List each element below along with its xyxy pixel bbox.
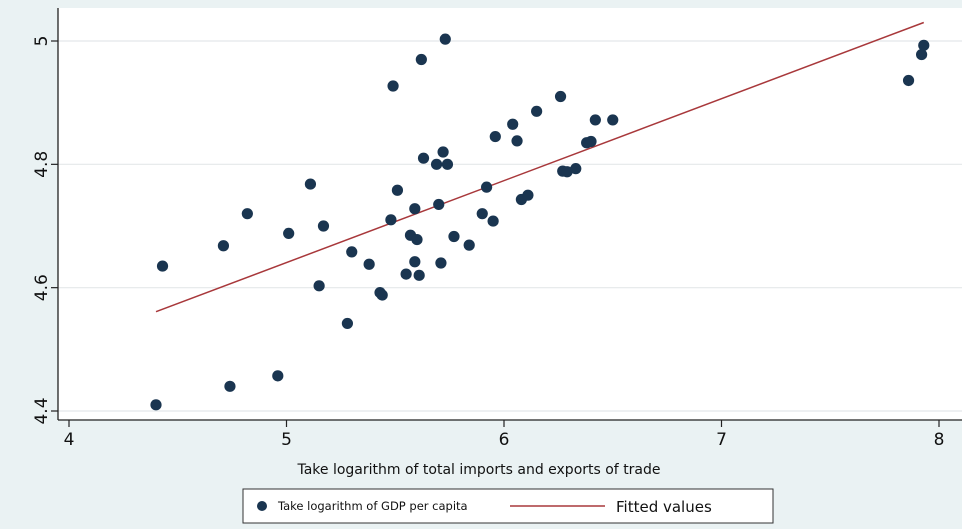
data-point (522, 189, 534, 201)
data-point (435, 257, 447, 269)
data-point (283, 227, 295, 239)
data-point (413, 269, 425, 281)
data-point (409, 203, 421, 215)
data-point (507, 118, 519, 130)
data-point (341, 317, 353, 330)
data-point (511, 135, 523, 147)
data-point (916, 48, 928, 61)
data-point (570, 163, 582, 175)
y-tick-label: 4.8 (32, 151, 52, 178)
legend-label-gdp: Take logarithm of GDP per capita (277, 499, 468, 513)
legend-box (242, 488, 774, 524)
data-point (156, 260, 169, 272)
data-point (409, 256, 421, 268)
data-point (463, 239, 475, 251)
data-point (918, 39, 930, 51)
data-point (607, 114, 619, 126)
y-ticks: 4.4 4.6 4.8 5 (32, 36, 58, 425)
x-axis-title: Take logarithm of total imports and expo… (296, 462, 660, 478)
y-tick-label: 4.4 (32, 397, 52, 424)
data-point (417, 152, 430, 164)
plot-area (58, 8, 962, 420)
data-point (489, 130, 501, 143)
data-point (313, 280, 325, 292)
y-tick-label: 4.6 (32, 274, 52, 301)
data-point (476, 208, 488, 220)
data-point (902, 74, 915, 87)
data-point (441, 158, 454, 170)
data-point (241, 208, 253, 220)
data-point (415, 53, 427, 66)
data-point (589, 114, 601, 126)
data-point (481, 181, 493, 193)
data-point (217, 240, 230, 252)
data-point (304, 178, 317, 190)
data-point (531, 105, 543, 117)
data-point (391, 184, 404, 196)
data-point (433, 198, 445, 211)
x-tick-label: 8 (934, 430, 945, 450)
data-point (224, 380, 236, 392)
data-point (585, 135, 597, 148)
gridlines (58, 40, 962, 412)
x-tick-label: 7 (716, 430, 727, 450)
data-point (150, 399, 162, 411)
legend-label-fitted: Fitted values (616, 498, 712, 516)
data-point (363, 258, 375, 270)
data-point (448, 230, 460, 243)
fitted-line (155, 21, 925, 313)
data-point (346, 246, 358, 258)
x-tick-label: 5 (281, 430, 292, 450)
x-tick-label: 6 (499, 430, 510, 450)
data-point (437, 146, 449, 158)
data-point (554, 90, 567, 103)
data-point (561, 166, 573, 178)
legend-dot-marker (257, 501, 267, 511)
x-tick-label: 4 (64, 430, 75, 450)
data-point (430, 158, 443, 170)
x-ticks: 4 5 6 7 8 (64, 420, 945, 450)
data-point (376, 289, 388, 301)
y-tick-label: 5 (32, 36, 52, 47)
data-point (387, 80, 399, 92)
data-point (385, 214, 397, 226)
legend: Take logarithm of GDP per capita Fitted … (242, 488, 774, 524)
data-point (317, 220, 330, 232)
scatter-points (150, 33, 930, 411)
data-point (272, 370, 284, 382)
data-point (400, 268, 412, 280)
data-point (411, 233, 423, 246)
data-point (487, 215, 499, 227)
data-point (439, 33, 451, 45)
